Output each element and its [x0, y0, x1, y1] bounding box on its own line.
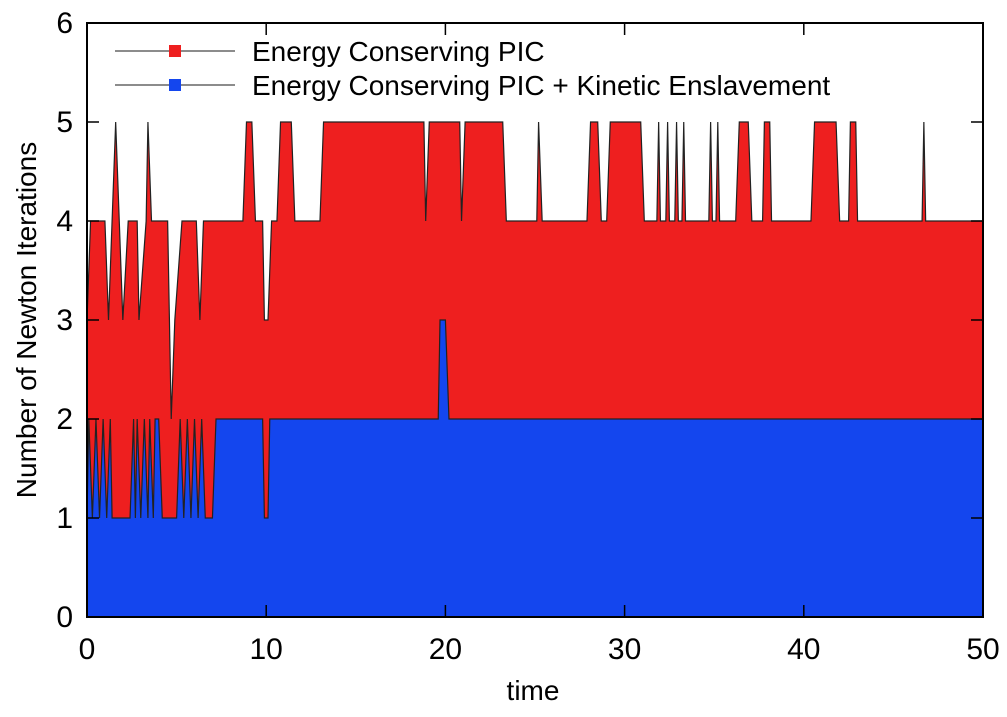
legend-label: Energy Conserving PIC: [252, 36, 545, 67]
y-tick-label: 4: [56, 205, 73, 238]
y-tick-label: 6: [56, 7, 73, 40]
x-axis-title: time: [507, 675, 560, 706]
y-tick-label: 2: [56, 403, 73, 436]
x-tick-label: 50: [966, 633, 999, 666]
area-fill: [87, 320, 983, 617]
y-tick-label: 1: [56, 502, 73, 535]
area-line: [86, 121, 983, 420]
y-tick-label: 5: [56, 106, 73, 139]
x-tick-label: 40: [787, 633, 820, 666]
y-axis-title: Number of Newton Iterations: [11, 142, 42, 498]
legend-swatch: [169, 79, 181, 91]
legend-swatch: [169, 45, 181, 57]
y-tick-label: 0: [56, 601, 73, 634]
x-tick-label: 20: [429, 633, 462, 666]
x-tick-label: 0: [79, 633, 96, 666]
x-tick-label: 10: [250, 633, 283, 666]
y-tick-label: 3: [56, 304, 73, 337]
area-line: [86, 319, 983, 519]
x-tick-label: 30: [608, 633, 641, 666]
legend-label: Energy Conserving PIC + Kinetic Enslavem…: [252, 70, 830, 101]
